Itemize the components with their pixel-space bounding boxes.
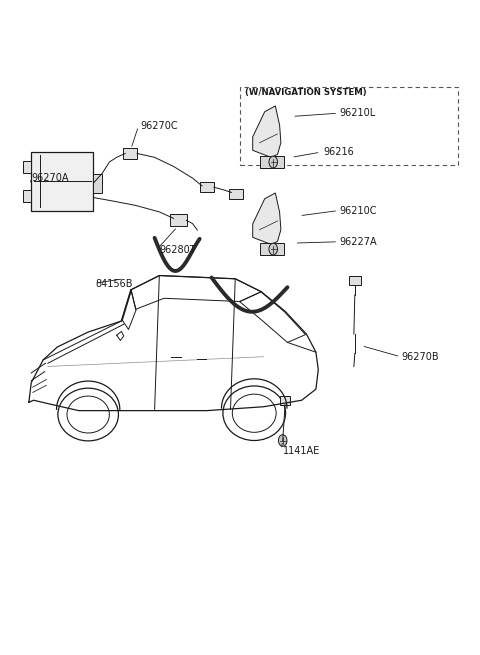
FancyBboxPatch shape (261, 243, 284, 255)
FancyBboxPatch shape (170, 214, 187, 226)
FancyBboxPatch shape (23, 190, 31, 202)
Polygon shape (252, 106, 281, 157)
FancyBboxPatch shape (23, 161, 31, 173)
Text: 96227A: 96227A (340, 236, 377, 247)
Circle shape (278, 435, 287, 446)
Polygon shape (252, 193, 281, 244)
FancyBboxPatch shape (349, 276, 360, 286)
Text: 96270C: 96270C (140, 121, 178, 131)
FancyBboxPatch shape (31, 152, 93, 211)
Text: 96280T: 96280T (159, 244, 196, 255)
Text: 96210C: 96210C (340, 206, 377, 215)
FancyBboxPatch shape (261, 156, 284, 168)
Text: 96216: 96216 (323, 147, 354, 157)
Circle shape (269, 156, 277, 168)
FancyBboxPatch shape (200, 182, 214, 193)
Text: (W/NAVIGATION SYSTEM): (W/NAVIGATION SYSTEM) (245, 88, 366, 97)
Text: 1141AE: 1141AE (283, 446, 320, 456)
FancyBboxPatch shape (93, 174, 102, 193)
Text: 84156B: 84156B (96, 279, 133, 289)
Text: 96270B: 96270B (401, 352, 439, 362)
Text: 96270A: 96270A (31, 173, 69, 183)
Text: 96210L: 96210L (340, 108, 376, 118)
FancyBboxPatch shape (229, 189, 243, 199)
FancyBboxPatch shape (280, 396, 290, 405)
Circle shape (269, 243, 277, 255)
FancyBboxPatch shape (123, 148, 137, 159)
